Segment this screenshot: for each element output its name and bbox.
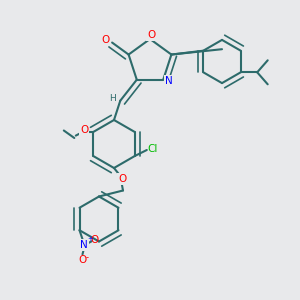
Text: O: O — [90, 235, 99, 245]
Text: +: + — [88, 236, 94, 242]
Text: O: O — [78, 255, 87, 265]
Text: O: O — [118, 174, 126, 184]
Text: Cl: Cl — [147, 143, 158, 154]
Text: O: O — [80, 125, 88, 136]
Text: H: H — [110, 94, 116, 103]
Text: N: N — [165, 76, 173, 86]
Text: O: O — [101, 34, 110, 44]
Text: -: - — [85, 253, 88, 262]
Text: N: N — [80, 240, 88, 250]
Text: O: O — [147, 29, 156, 40]
